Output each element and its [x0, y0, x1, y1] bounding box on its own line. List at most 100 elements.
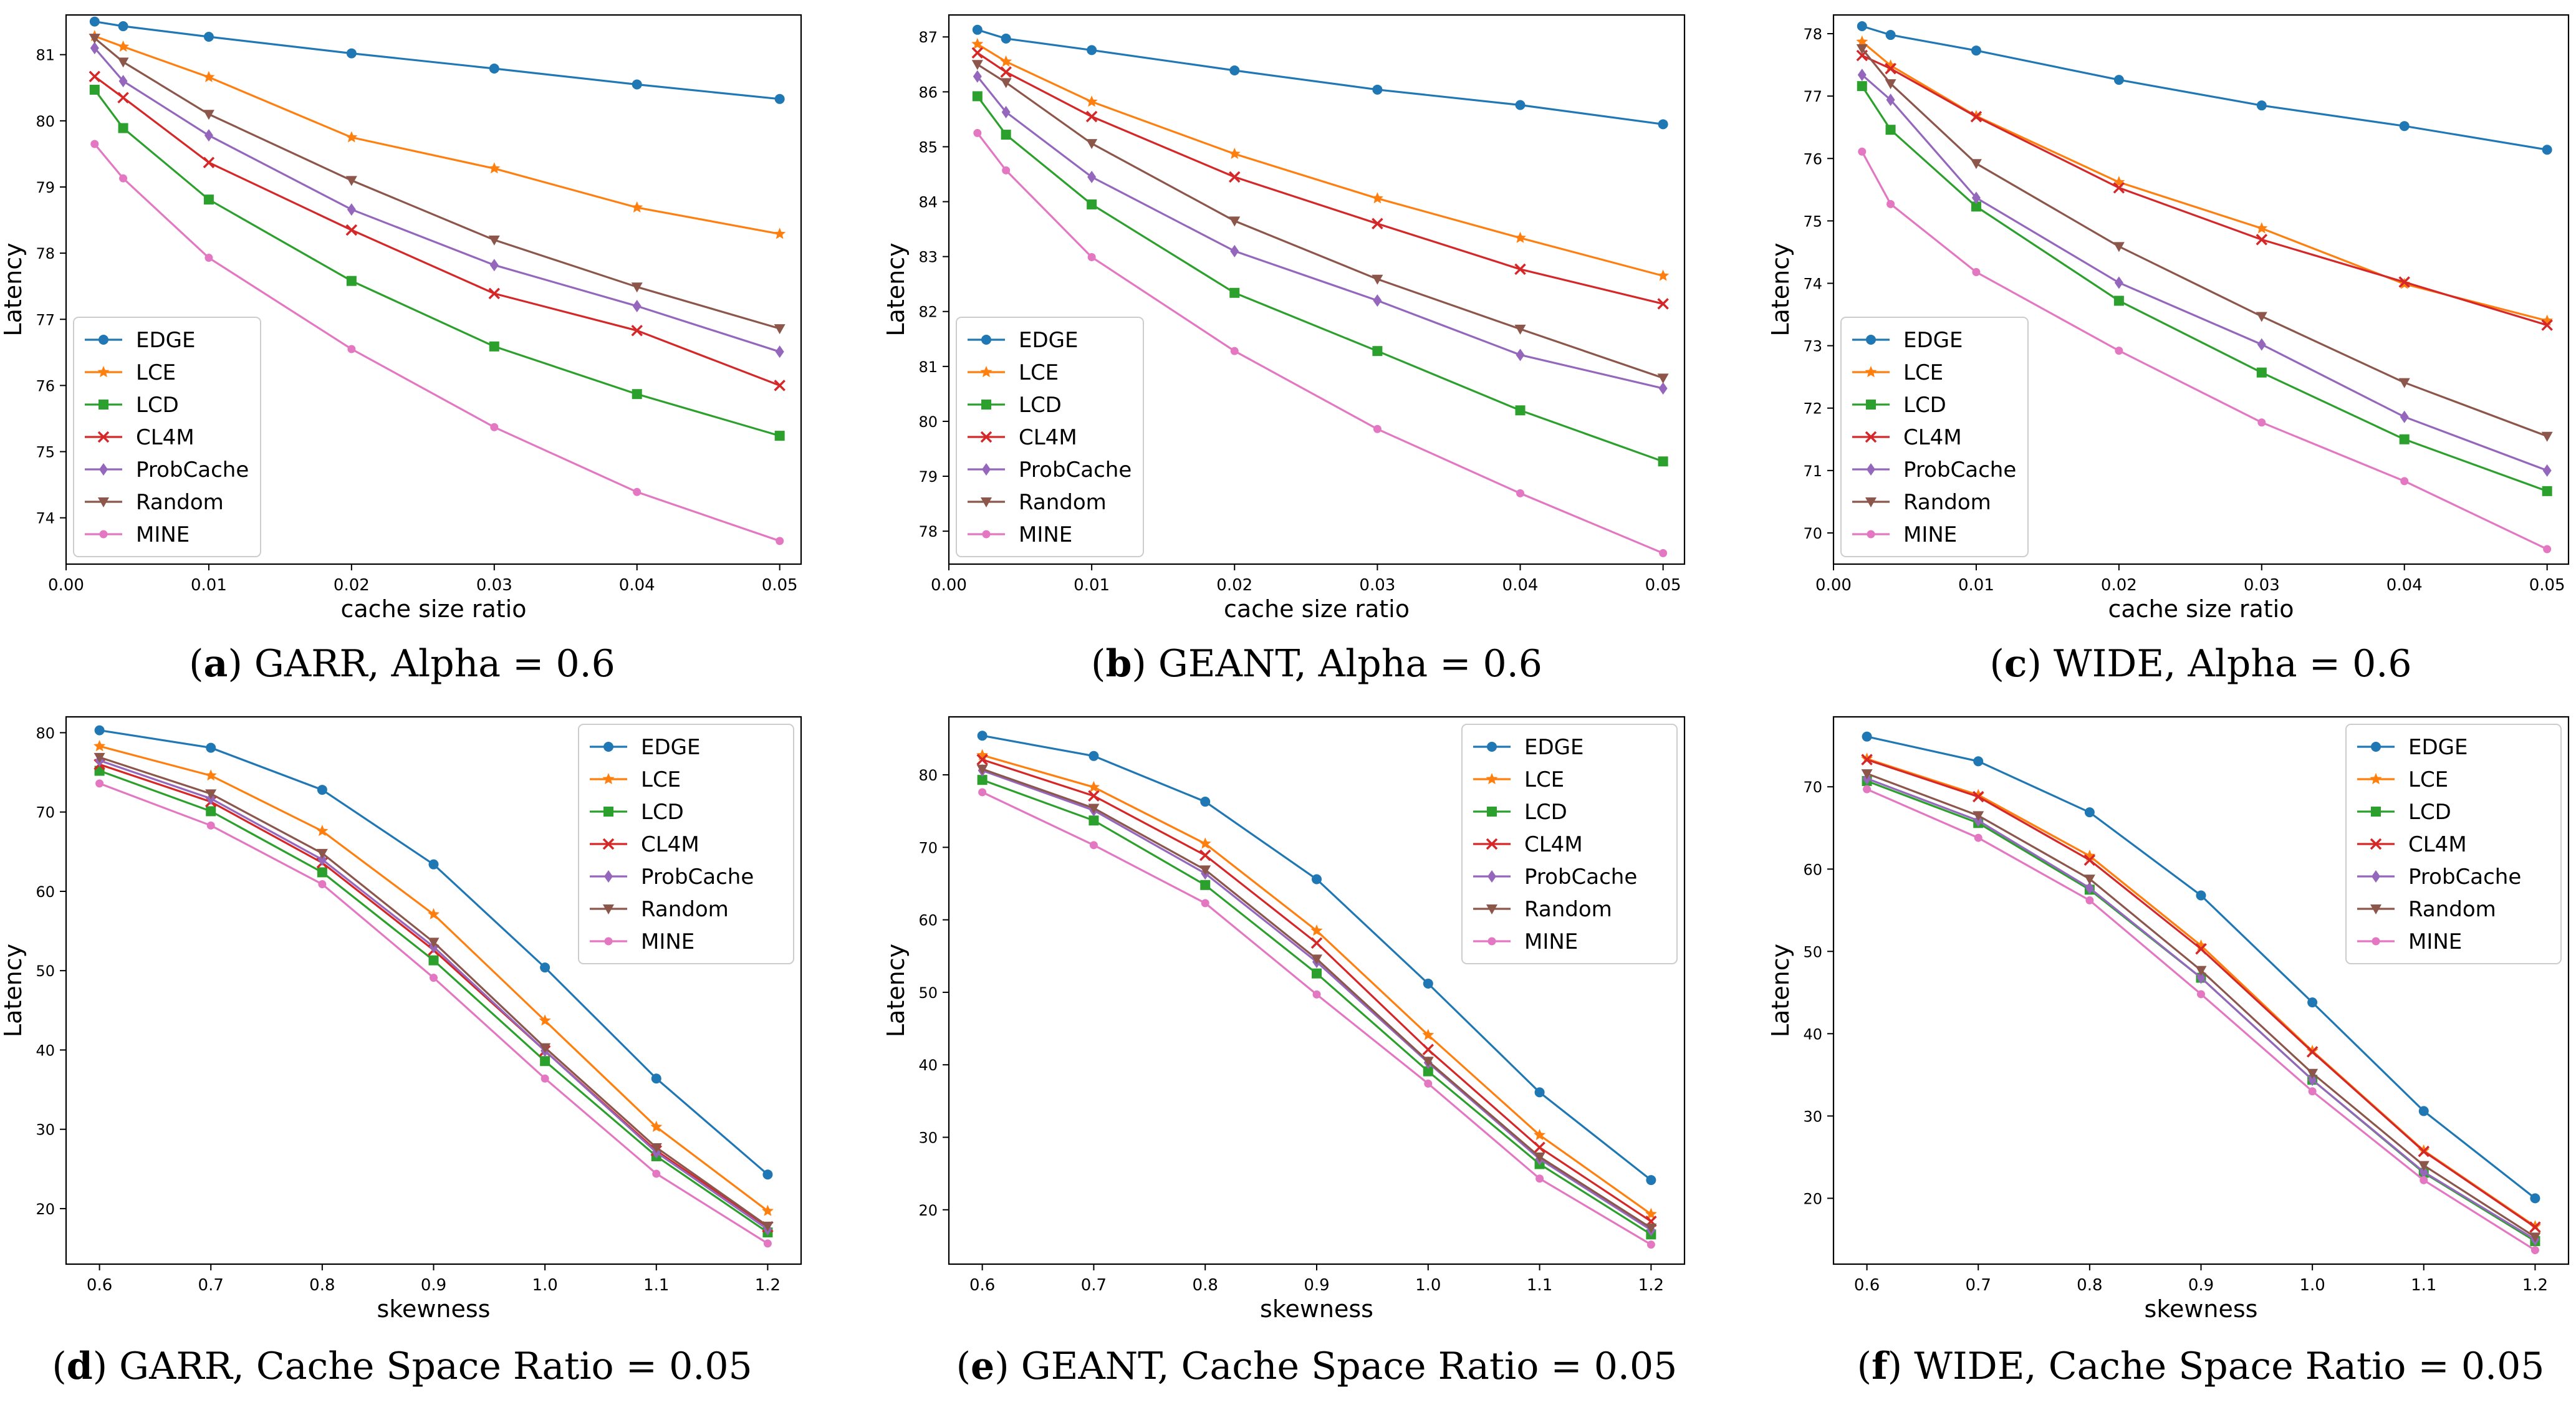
- x-tick-label: 0.02: [334, 576, 370, 595]
- cl4m-marker: [2306, 1046, 2319, 1058]
- mine-marker: [99, 530, 108, 539]
- series-cl4m: [1861, 754, 2541, 1233]
- mine-marker: [1201, 899, 1209, 908]
- legend: EDGE LCE LCD CL4M ProbCache Random MINE: [1461, 724, 1678, 964]
- legend-item-edge: EDGE: [1473, 735, 1584, 760]
- legend-label: LCD: [1019, 393, 1062, 418]
- lce-marker: [428, 908, 440, 919]
- lcd-marker: [89, 84, 100, 95]
- probcache-marker: [1867, 463, 1875, 476]
- series-mine: [90, 140, 784, 545]
- lce-marker: [1486, 773, 1498, 785]
- mine-marker: [95, 779, 104, 788]
- lce-marker: [488, 162, 501, 174]
- plot-frame: [65, 14, 802, 565]
- cl4m-marker: [774, 380, 786, 391]
- mine-marker: [318, 880, 327, 888]
- legend-label: LCD: [2408, 800, 2451, 825]
- legend-item-mine: MINE: [2357, 929, 2462, 954]
- caption-letter: e: [971, 1345, 994, 1388]
- y-tick-label: 20: [1803, 1190, 1822, 1207]
- legend-label: MINE: [1019, 522, 1072, 547]
- series-edge: [1857, 21, 2552, 155]
- mine-marker: [1886, 199, 1895, 208]
- random-marker: [2307, 1068, 2319, 1079]
- legend-item-lcd: LCD: [590, 800, 684, 825]
- cl4m-marker: [631, 325, 643, 337]
- caption-text: WIDE, Alpha = 0.6: [2054, 642, 2412, 686]
- series-cl4m: [971, 47, 1669, 310]
- cl4m-marker: [1514, 263, 1526, 276]
- mine-marker: [1867, 530, 1875, 539]
- lce-marker: [1199, 837, 1211, 849]
- lce-marker: [1865, 366, 1877, 378]
- caption-close-paren: ): [93, 1345, 119, 1388]
- legend-label: ProbCache: [641, 865, 754, 890]
- panel-caption: (b) GEANT, Alpha = 0.6: [1091, 642, 1542, 686]
- x-tick-label: 0.04: [619, 576, 655, 595]
- edge-marker: [651, 1073, 661, 1084]
- legend-item-probcache: ProbCache: [85, 458, 249, 482]
- probcache-marker: [489, 259, 499, 272]
- mine-marker: [1858, 147, 1867, 156]
- lce-marker: [650, 1120, 663, 1132]
- lce-marker: [1000, 55, 1012, 67]
- lce-marker: [1371, 192, 1383, 204]
- legend-label: CL4M: [641, 832, 699, 857]
- cl4m-marker: [2195, 943, 2207, 955]
- legend-item-edge: EDGE: [2357, 735, 2468, 760]
- mine-marker: [1972, 267, 1981, 276]
- cl4m-marker: [345, 224, 358, 236]
- lcd-marker: [1971, 201, 1981, 212]
- y-axis-label: Latency: [0, 944, 27, 1037]
- edge-marker: [1866, 335, 1876, 345]
- lce-marker: [774, 228, 786, 239]
- lcd-marker: [2371, 807, 2381, 817]
- series-lce: [94, 740, 774, 1216]
- edge-marker: [89, 16, 100, 27]
- legend-label: CL4M: [1019, 425, 1077, 450]
- lcd-marker: [972, 91, 983, 102]
- legend: EDGE LCE LCD CL4M ProbCache Random MINE: [2345, 724, 2562, 964]
- y-tick-label: 71: [1803, 463, 1822, 480]
- legend-label: EDGE: [1903, 328, 1963, 353]
- legend-label: Random: [2408, 897, 2496, 922]
- lce-marker: [1514, 231, 1526, 243]
- cl4m-marker: [1199, 849, 1211, 861]
- random-marker: [1000, 78, 1012, 89]
- y-tick-label: 75: [1803, 213, 1822, 230]
- edge-marker: [1862, 731, 1872, 742]
- legend-item-mine: MINE: [85, 522, 190, 547]
- legend-label: LCE: [1524, 767, 1564, 792]
- legend-label: EDGE: [641, 735, 701, 760]
- cl4m-marker: [1970, 110, 1982, 123]
- series-random: [1856, 44, 2553, 442]
- legend-item-mine: MINE: [1852, 522, 1957, 547]
- cl4m-marker: [976, 754, 988, 765]
- mine-marker: [206, 821, 215, 830]
- edge-marker: [1534, 1087, 1545, 1098]
- x-axis-label: cache size ratio: [341, 595, 527, 623]
- random-marker: [488, 235, 500, 246]
- chart-panel-f: 0.6 0.7 0.8 0.9 1.0 1.1 1.2 20 30 40 50 60 70 skewnes…: [1767, 716, 2570, 1388]
- mine-marker: [430, 974, 438, 982]
- y-tick-label: 80: [36, 113, 55, 130]
- x-tick-label: 1.0: [532, 1276, 557, 1295]
- series-edge: [1862, 731, 2540, 1204]
- probcache-marker: [90, 42, 99, 55]
- series-edge: [89, 16, 785, 104]
- mine-marker: [2308, 1087, 2317, 1096]
- series-line: [976, 52, 1663, 305]
- cl4m-marker: [2370, 838, 2382, 850]
- legend-item-mine: MINE: [968, 522, 1072, 547]
- random-marker: [205, 789, 217, 800]
- mine-marker: [541, 1074, 549, 1083]
- legend-label: Random: [1903, 490, 1991, 515]
- probcache-marker: [317, 853, 327, 866]
- caption-letter: f: [1872, 1345, 1890, 1388]
- cl4m-marker: [1000, 66, 1012, 78]
- caption-close-paren: ): [228, 642, 254, 686]
- lce-marker: [1085, 95, 1098, 107]
- x-tick-label: 0.05: [762, 576, 798, 595]
- y-tick-label: 60: [1803, 861, 1822, 878]
